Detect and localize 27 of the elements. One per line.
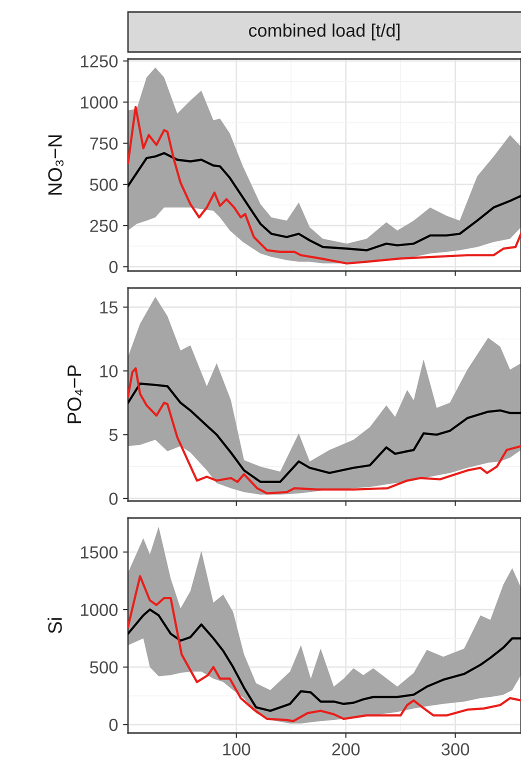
line-series (128, 152, 521, 252)
x-tick-label: 100 (223, 743, 250, 756)
y-axis-title: Si (48, 618, 62, 634)
y-tick-label: 0 (109, 260, 118, 274)
y-axis-title: PO₄−P (67, 365, 83, 424)
y-tick-label: 500 (90, 661, 118, 674)
y-tick-label: 1250 (80, 55, 118, 68)
y-tick-label: 750 (90, 137, 118, 150)
x-tick-label: 200 (332, 743, 360, 756)
line-series (128, 367, 521, 494)
y-tick-label: 0 (109, 492, 118, 505)
line-series (128, 608, 521, 712)
y-tick-label: 1000 (80, 604, 118, 616)
x-tick-label: 300 (442, 743, 470, 756)
y-tick-label: 500 (90, 178, 118, 191)
y-tick-label: 10 (100, 365, 118, 378)
chart-title: combined load [t/d] (248, 24, 400, 40)
line-series (128, 575, 521, 722)
line-series (128, 106, 521, 265)
y-tick-label: 0 (109, 718, 118, 732)
line-series (128, 382, 521, 483)
y-axis-title: NO₃−N (48, 135, 64, 195)
y-tick-label: 1000 (80, 96, 118, 109)
y-tick-label: 250 (90, 220, 118, 232)
y-tick-label: 15 (100, 301, 118, 314)
y-tick-label: 5 (109, 429, 118, 442)
y-tick-label: 1500 (80, 546, 118, 559)
